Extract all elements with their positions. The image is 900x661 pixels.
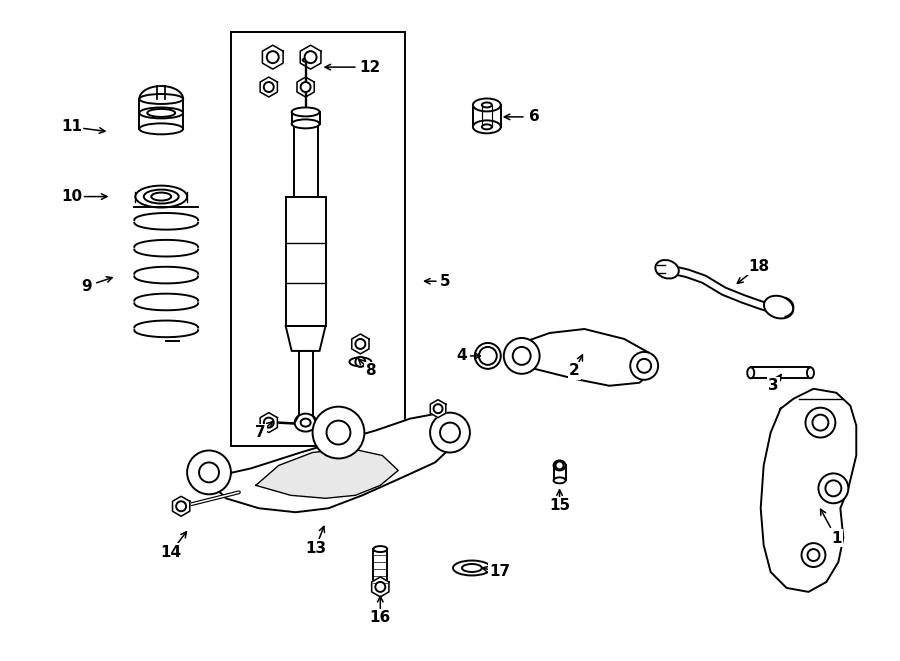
Circle shape [504,338,540,374]
Circle shape [637,359,652,373]
Ellipse shape [453,561,490,576]
Polygon shape [260,412,277,432]
Text: 2: 2 [569,364,580,378]
Text: 14: 14 [160,545,182,560]
Ellipse shape [554,461,565,471]
Ellipse shape [144,190,178,204]
Ellipse shape [302,59,309,61]
Circle shape [807,549,819,561]
Circle shape [266,51,279,63]
Circle shape [825,481,842,496]
Polygon shape [140,86,183,99]
Circle shape [176,501,186,511]
Bar [285,196,326,326]
Ellipse shape [807,368,814,378]
Text: 18: 18 [748,258,770,274]
Circle shape [513,347,531,365]
Polygon shape [256,449,398,498]
Bar [299,351,312,416]
Ellipse shape [475,343,500,369]
Ellipse shape [140,94,183,104]
Text: 13: 13 [305,541,326,556]
Polygon shape [263,45,284,69]
Ellipse shape [292,120,320,128]
Polygon shape [430,400,446,418]
Circle shape [356,357,365,367]
Circle shape [630,352,658,380]
Circle shape [356,339,365,349]
Text: 17: 17 [490,564,510,580]
Ellipse shape [294,414,317,432]
Circle shape [440,422,460,442]
Ellipse shape [655,260,679,278]
Text: 10: 10 [61,189,82,204]
Text: 3: 3 [769,378,778,393]
Polygon shape [301,45,321,69]
Text: 12: 12 [360,59,381,75]
Circle shape [555,461,563,469]
Circle shape [264,82,274,92]
Ellipse shape [148,109,176,117]
Circle shape [327,420,350,444]
Text: 8: 8 [365,364,375,378]
Text: 15: 15 [549,498,570,513]
Text: 9: 9 [81,279,92,293]
Bar [231,32,405,446]
Ellipse shape [301,418,310,426]
Text: 1: 1 [831,531,842,545]
Ellipse shape [472,98,500,112]
Bar [293,124,318,196]
Circle shape [806,408,835,438]
Circle shape [187,451,231,494]
Polygon shape [297,77,314,97]
Ellipse shape [747,368,754,378]
Circle shape [818,473,849,503]
Polygon shape [760,389,856,592]
Text: 16: 16 [370,610,391,625]
Circle shape [813,414,828,430]
Text: 7: 7 [256,425,266,440]
Ellipse shape [482,124,491,130]
Circle shape [310,420,318,428]
Text: 4: 4 [456,348,467,364]
Ellipse shape [462,564,482,572]
Circle shape [304,51,317,63]
Text: 6: 6 [529,110,540,124]
Polygon shape [512,329,657,386]
Polygon shape [352,334,369,354]
Polygon shape [285,326,326,351]
Ellipse shape [554,477,565,483]
Ellipse shape [472,120,500,134]
Polygon shape [206,412,465,512]
Ellipse shape [349,358,372,366]
Polygon shape [372,577,389,597]
Circle shape [301,82,310,92]
Circle shape [479,347,497,365]
Ellipse shape [482,102,491,108]
Ellipse shape [151,192,171,200]
Circle shape [312,407,364,459]
Ellipse shape [292,108,320,116]
Text: 11: 11 [61,120,82,134]
Text: 5: 5 [440,274,450,289]
Ellipse shape [135,186,187,208]
Ellipse shape [140,124,183,134]
Ellipse shape [374,546,387,552]
Polygon shape [260,77,277,97]
Bar [751,368,811,378]
Circle shape [434,404,443,413]
Bar [374,549,387,587]
Ellipse shape [140,108,183,118]
Circle shape [199,463,219,483]
Circle shape [802,543,825,567]
Ellipse shape [764,295,793,319]
Circle shape [430,412,470,453]
Circle shape [375,582,385,592]
Polygon shape [173,496,190,516]
Circle shape [264,418,274,428]
